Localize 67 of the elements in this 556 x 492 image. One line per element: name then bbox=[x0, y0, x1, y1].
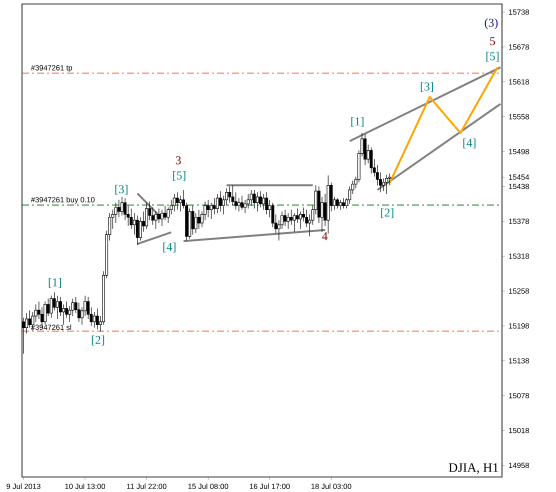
candlestick bbox=[172, 194, 176, 212]
annotation: 5 bbox=[490, 37, 495, 45]
annotation: 3 bbox=[176, 156, 181, 164]
annotation: [1] bbox=[351, 116, 364, 127]
line-series bbox=[388, 66, 498, 184]
candlestick bbox=[258, 190, 262, 208]
annotation: [5] bbox=[173, 170, 186, 181]
candlestick bbox=[364, 134, 367, 166]
annotation: [2] bbox=[381, 208, 394, 218]
candlestick bbox=[228, 186, 232, 203]
candlestick bbox=[206, 199, 210, 218]
annotation: [4] bbox=[463, 138, 476, 148]
candlestick bbox=[216, 194, 219, 214]
candlestick bbox=[231, 184, 234, 206]
candlestick bbox=[252, 189, 256, 209]
candlestick bbox=[342, 198, 346, 209]
annotation: [3] bbox=[420, 82, 434, 92]
candlestick bbox=[28, 310, 32, 328]
annotation: 4 bbox=[322, 232, 328, 240]
candlestick bbox=[298, 210, 302, 230]
candlestick bbox=[338, 199, 342, 210]
candlestick bbox=[157, 208, 160, 224]
candlestick bbox=[385, 174, 388, 194]
candlestick bbox=[160, 209, 164, 226]
candlestick bbox=[286, 212, 290, 230]
candlestick bbox=[250, 189, 253, 206]
candlestick bbox=[246, 194, 250, 209]
candlestick bbox=[336, 198, 339, 209]
annotation: [1] bbox=[48, 278, 62, 288]
candlestick bbox=[265, 192, 268, 214]
candlestick bbox=[212, 198, 216, 214]
candlestick bbox=[120, 196, 124, 216]
candlestick bbox=[136, 215, 139, 246]
candlestick bbox=[117, 199, 120, 218]
candlestick bbox=[56, 295, 59, 320]
candlestick bbox=[154, 210, 158, 230]
annotation: (3) bbox=[484, 18, 498, 30]
candlestick bbox=[382, 178, 386, 192]
annotation: [3] bbox=[115, 184, 128, 195]
candlestick bbox=[370, 147, 373, 174]
candlestick bbox=[292, 212, 296, 232]
candlestick bbox=[290, 209, 293, 225]
candlestick bbox=[176, 192, 179, 210]
candlestick bbox=[191, 205, 194, 235]
annotation: [5] bbox=[486, 52, 499, 62]
candlestick bbox=[262, 194, 266, 210]
candlestick bbox=[197, 209, 200, 230]
candlestick bbox=[240, 195, 244, 210]
candlestick bbox=[92, 312, 96, 328]
candlestick bbox=[284, 209, 287, 226]
annotation: DJIA, H1 bbox=[448, 463, 498, 474]
candlestick bbox=[256, 192, 259, 212]
annotation: [2] bbox=[92, 335, 104, 346]
candlestick bbox=[296, 208, 299, 224]
candlestick bbox=[237, 198, 240, 212]
candlestick bbox=[145, 202, 148, 230]
candlestick bbox=[62, 304, 66, 325]
candlestick bbox=[96, 308, 99, 330]
candlestick bbox=[50, 295, 53, 318]
candlestick bbox=[132, 212, 136, 235]
candlestick bbox=[44, 301, 47, 325]
candlestick bbox=[194, 212, 198, 234]
candlestick bbox=[218, 190, 222, 212]
candlestick bbox=[178, 195, 182, 212]
candlestick bbox=[164, 205, 167, 220]
candlestick bbox=[210, 202, 213, 220]
annotation: [4] bbox=[163, 242, 176, 252]
